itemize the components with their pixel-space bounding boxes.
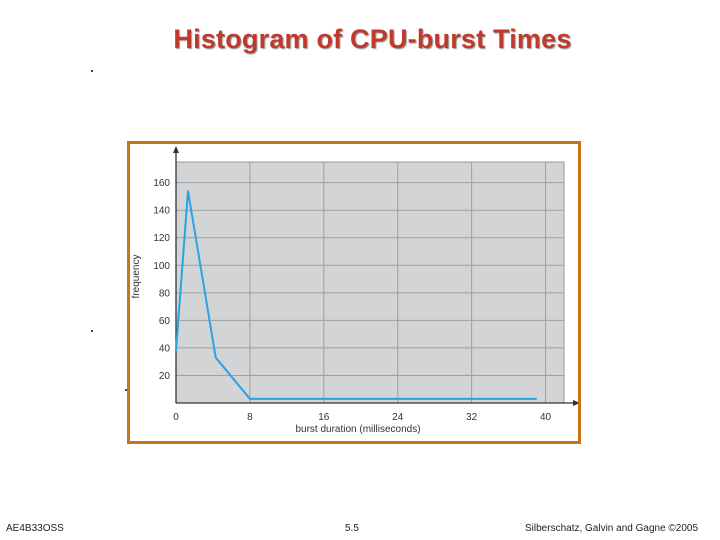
y-tick-label: 60 — [159, 316, 171, 327]
x-tick-label: 16 — [318, 412, 330, 423]
cpu-burst-histogram: 0 8 16 24 32 40 20 40 60 80 100 120 140 160 burst dura… — [131, 146, 578, 435]
series-point — [175, 349, 177, 352]
footer-credit: Silberschatz, Galvin and Gagne ©2005 — [525, 523, 699, 534]
y-tick-label: 40 — [159, 343, 171, 354]
bullet-dot — [91, 70, 93, 72]
bullet-dot — [125, 389, 127, 391]
footer-page-number: 5.5 — [345, 523, 359, 534]
footer-course: AE4B33OSS — [6, 523, 64, 534]
y-tick-label: 80 — [159, 288, 171, 299]
series-point — [187, 190, 189, 192]
x-tick-label: 32 — [466, 412, 478, 423]
y-axis-arrow — [173, 146, 179, 153]
x-axis-arrow — [573, 400, 578, 406]
bullet-dot — [91, 330, 93, 332]
y-tick-label: 100 — [153, 261, 170, 272]
x-tick-label: 0 — [173, 412, 179, 423]
y-tick-label: 140 — [153, 206, 170, 217]
y-tick-label: 120 — [153, 233, 170, 244]
series-point — [214, 356, 217, 359]
series-point — [535, 398, 538, 400]
chart-frame: 0 8 16 24 32 40 20 40 60 80 100 120 140 160 burst dura… — [127, 141, 581, 444]
x-axis-label: burst duration (milliseconds) — [295, 424, 420, 435]
x-tick-label: 40 — [540, 412, 552, 423]
x-tick-label: 8 — [247, 412, 253, 423]
x-tick-label: 24 — [392, 412, 404, 423]
series-point — [249, 398, 251, 400]
y-axis-label: frequency — [131, 255, 142, 299]
plot-area — [175, 161, 565, 404]
y-tick-label: 20 — [159, 371, 171, 382]
slide-title: Histogram of CPU-burst Times — [173, 24, 572, 54]
y-tick-label: 160 — [153, 178, 170, 189]
